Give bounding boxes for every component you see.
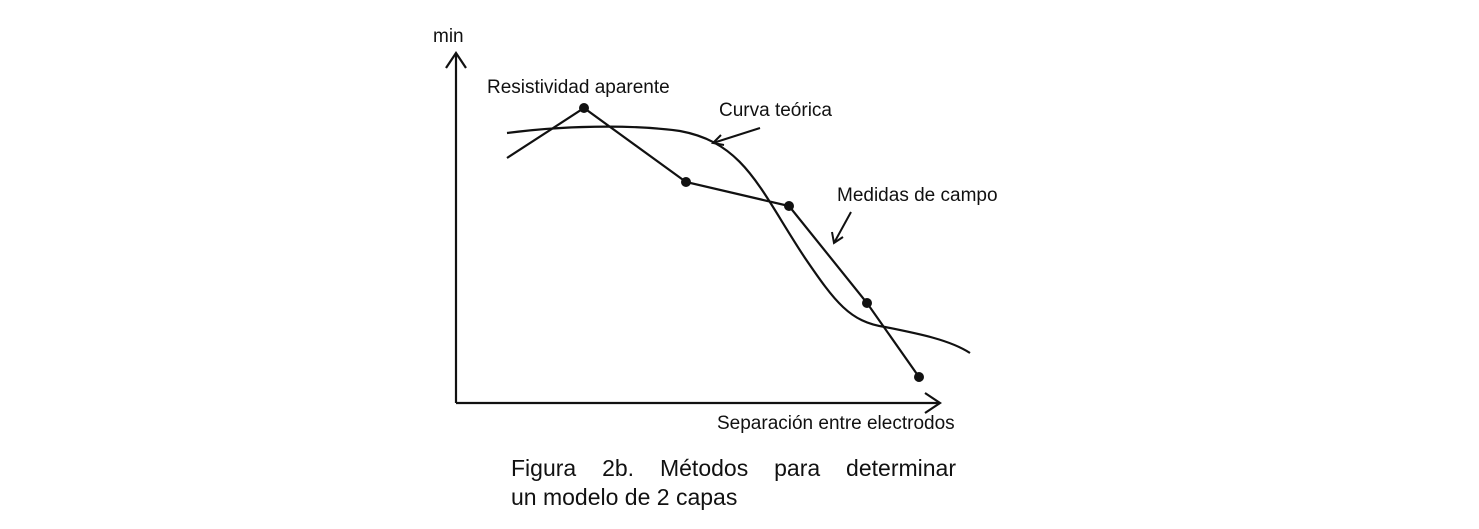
medidas-campo-arrowhead [831,231,844,245]
data-point [681,177,691,187]
field-measurements-line [506,106,920,378]
figure-caption: Figura 2b. Métodos para determinar un mo… [511,454,956,512]
axes [445,51,942,414]
curva-teorica-arrowhead [710,134,725,146]
caption-line-2: un modelo de 2 capas [511,484,738,510]
y-axis-label: min [433,26,464,47]
data-point [784,201,794,211]
data-point [862,298,872,308]
curva-teorica-label: Curva teórica [719,100,832,121]
x-axis-label: Separación entre electrodos [717,413,955,434]
medidas-de-campo-label: Medidas de campo [837,185,998,206]
theoretical-curve [506,125,971,354]
y-axis-arrowhead [445,51,467,69]
x-axis-arrowhead [924,392,942,414]
annotation-arrows [710,127,852,245]
medidas-campo-arrow [833,211,852,244]
caption-line-1: Figura 2b. Métodos para determinar [511,455,956,481]
data-point [579,103,589,113]
field-measurement-points [579,103,924,382]
curva-teorica-arrow [712,127,761,144]
data-point [914,372,924,382]
resistividad-aparente-label: Resistividad aparente [487,77,670,98]
